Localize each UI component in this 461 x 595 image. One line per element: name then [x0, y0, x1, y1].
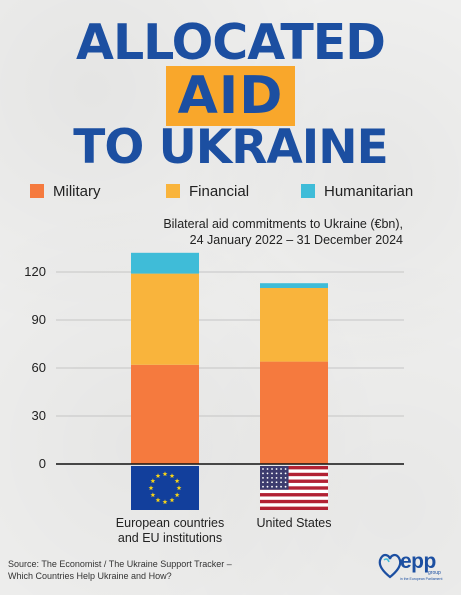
y-tick-label-120: 120	[24, 264, 46, 279]
eu-flag-star	[155, 497, 161, 503]
epp-logo-tagline: in the European Parliament	[400, 577, 443, 581]
legend-swatch-financial	[166, 184, 180, 198]
eu-flag-star	[148, 485, 154, 491]
us-flag-star	[262, 485, 264, 488]
legend-label-financial: Financial	[189, 182, 250, 200]
us-flag-stripe	[260, 472, 328, 477]
us-flag-star	[271, 485, 273, 488]
chart-legend: Military Financial Humanitarian	[0, 180, 461, 202]
us-flag-star	[284, 476, 287, 479]
x-category-label-europe-line-1: European countries	[115, 516, 225, 530]
us-flag-star	[275, 485, 278, 488]
y-tick-label-60: 60	[32, 360, 46, 375]
title-line-3: TO UKRAINE	[73, 120, 388, 175]
title-line-1: ALLOCATED	[76, 14, 386, 71]
us-flag-stripe	[260, 466, 328, 470]
us-flag-canton	[260, 466, 289, 490]
bar-europe-financial	[131, 273, 199, 365]
bar-us-financial	[260, 288, 328, 362]
us-flag-star	[266, 472, 269, 475]
eu-flag-star	[174, 478, 180, 484]
epp-heart-icon	[378, 553, 402, 579]
eu-flag-star	[176, 485, 182, 491]
us-flag-star	[280, 476, 282, 479]
eu-flag-star	[174, 492, 180, 498]
legend-swatch-military	[30, 184, 44, 198]
legend-item-financial: Financial	[166, 180, 249, 202]
source-note-line-1: Source: The Economist / The Ukraine Supp…	[8, 559, 232, 569]
us-flag-star	[266, 468, 269, 470]
y-tick-label-30: 30	[32, 408, 46, 423]
bar-us-humanitarian	[260, 283, 328, 288]
chart-subtitle-line-1: Bilateral aid commitments to Ukraine (€b…	[163, 217, 403, 231]
us-flag-star	[280, 485, 282, 488]
us-flag-star	[284, 485, 287, 488]
legend-label-humanitarian: Humanitarian	[324, 182, 414, 200]
us-flag-stripe	[260, 499, 328, 504]
us-flag-star	[284, 481, 287, 484]
epp-logo-sub: group	[428, 570, 441, 576]
us-flag-star	[271, 476, 273, 479]
legend-swatch-humanitarian	[301, 184, 315, 198]
bar-us-military	[260, 361, 328, 464]
us-flag-stripe	[260, 493, 328, 497]
epp-group-logo: epp group in the European Parliament	[378, 548, 448, 584]
eu-flag-star	[150, 492, 156, 498]
eu-flag-star	[162, 499, 168, 505]
us-flag-star	[275, 472, 278, 475]
bar-europe-military	[131, 364, 199, 464]
us-flag-star	[266, 481, 269, 484]
eu-flag-star	[162, 471, 168, 477]
us-flag-star	[275, 481, 278, 484]
us-flag-star	[271, 481, 273, 484]
us-flag-star	[266, 476, 269, 479]
source-note-line-2: Which Countries Help Ukraine and How?	[8, 571, 172, 581]
eu-flag-star	[155, 473, 161, 478]
x-category-label-europe-line-2: and EU institutions	[117, 531, 223, 545]
us-flag-star	[280, 481, 282, 484]
title-highlight-wrap: AID	[0, 66, 461, 126]
eu-flag-star	[150, 478, 156, 484]
us-flag-star	[271, 472, 273, 475]
chart-subtitle-line-2: 24 January 2022 – 31 December 2024	[189, 233, 403, 247]
title-line-2: AID	[165, 66, 296, 126]
y-tick-label-0: 0	[39, 456, 46, 471]
chart-subtitle: Bilateral aid commitments to Ukraine (€b…	[163, 216, 403, 248]
bar-europe-humanitarian	[131, 252, 199, 274]
us-flag-stripe	[260, 506, 328, 510]
x-category-label-us-line-1: United States	[256, 516, 332, 530]
y-tick-label-90: 90	[32, 312, 46, 327]
eu-flag-star	[169, 473, 175, 478]
x-category-label-europe: European countries and EU institutions	[100, 516, 240, 546]
us-flag-star	[284, 468, 287, 470]
us-flag-star	[284, 472, 287, 475]
legend-item-humanitarian: Humanitarian	[301, 180, 413, 202]
us-flag-star	[271, 468, 273, 470]
us-flag-star	[262, 472, 264, 475]
epp-logo-text: epp	[400, 550, 436, 573]
us-flag-star	[280, 472, 282, 475]
x-category-label-us: United States	[234, 516, 354, 531]
us-flag-stripe	[260, 486, 328, 490]
us-flag-star	[275, 476, 278, 479]
us-flag-star	[266, 485, 269, 488]
eu-flag-star	[169, 497, 175, 503]
us-flag-star	[275, 468, 278, 470]
legend-item-military: Military	[30, 180, 101, 202]
us-flag-stripe	[260, 479, 328, 483]
legend-label-military: Military	[53, 182, 101, 200]
us-flag-star	[280, 468, 282, 470]
source-note: Source: The Economist / The Ukraine Supp…	[8, 558, 232, 582]
us-flag-star	[262, 476, 264, 479]
us-flag-star	[262, 481, 264, 484]
us-flag-star	[262, 468, 264, 470]
